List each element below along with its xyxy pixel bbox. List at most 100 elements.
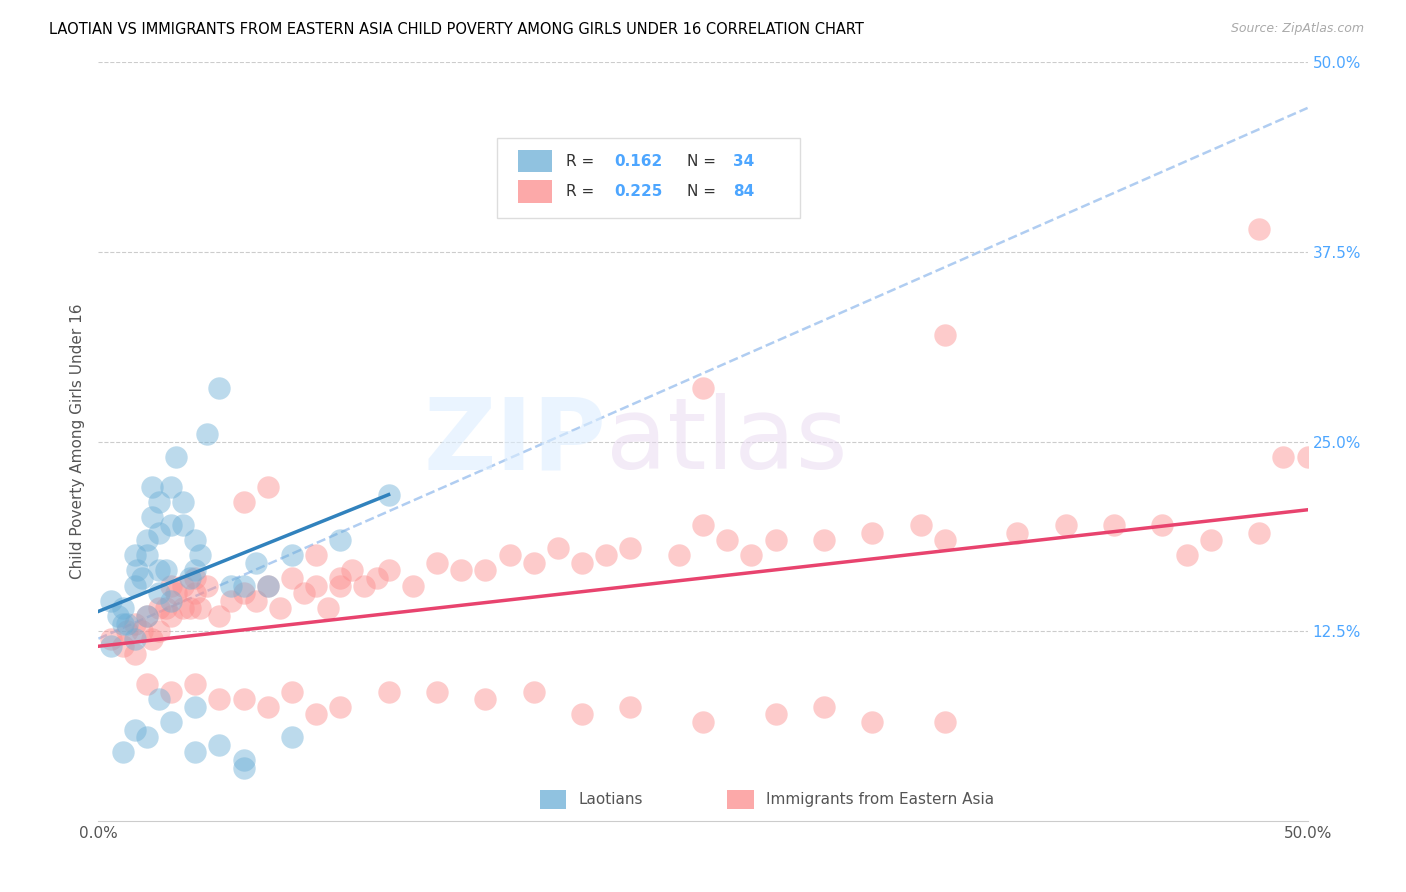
Point [269,601,291,615]
Point [107,608,129,623]
Point [117,624,139,639]
Point [934,328,956,343]
Point [160,579,183,593]
Text: Laotians: Laotians [578,792,643,807]
Point [232,586,254,600]
Point [523,556,546,570]
Point [155,564,177,578]
Text: 34: 34 [734,153,755,169]
Point [172,579,194,593]
Y-axis label: Child Poverty Among Girls Under 16: Child Poverty Among Girls Under 16 [69,304,84,579]
Point [1054,517,1077,532]
Point [188,601,211,615]
Point [353,579,375,593]
Point [165,450,187,464]
Point [160,480,183,494]
Point [450,564,472,578]
Point [111,616,134,631]
Text: N =: N = [688,184,721,199]
Point [135,677,157,691]
Text: R =: R = [567,153,599,169]
Point [184,586,207,600]
Bar [727,790,754,809]
Point [135,548,157,563]
Point [305,707,328,722]
Point [100,594,122,608]
Point [184,571,207,585]
Point [141,510,163,524]
Point [910,517,932,532]
Bar [517,150,553,172]
Point [1152,517,1174,532]
Point [281,730,304,744]
Bar [517,180,553,202]
Point [184,564,207,578]
Point [523,685,546,699]
Point [148,525,170,540]
Point [124,548,146,563]
Point [245,594,267,608]
Point [474,692,496,706]
Point [208,692,231,706]
Point [256,480,278,494]
Point [131,571,153,585]
Point [184,677,207,691]
Point [148,495,170,509]
Point [1249,222,1271,236]
Point [221,579,243,593]
Point [305,579,328,593]
FancyBboxPatch shape [498,138,800,218]
Point [571,707,593,722]
Point [160,608,183,623]
Point [195,579,218,593]
Point [135,608,157,623]
Point [860,525,883,540]
Point [619,541,641,555]
Point [148,564,170,578]
Point [366,571,388,585]
Point [135,730,157,744]
Point [316,601,339,615]
Point [740,548,762,563]
Point [124,632,146,646]
Point [245,556,267,570]
Text: N =: N = [688,153,721,169]
Point [1199,533,1222,548]
Point [100,632,122,646]
Point [692,382,714,396]
Point [172,601,194,615]
Point [342,564,364,578]
Text: atlas: atlas [606,393,848,490]
Point [184,699,207,714]
Point [232,579,254,593]
Bar [540,790,567,809]
Point [668,548,690,563]
Point [111,746,134,760]
Point [160,594,183,608]
Point [195,427,218,442]
Point [111,639,134,653]
Point [377,685,399,699]
Point [165,586,187,600]
Point [232,753,254,767]
Point [148,586,170,600]
Point [221,594,243,608]
Point [208,738,231,752]
Point [148,692,170,706]
Point [281,685,304,699]
Point [111,601,134,615]
Text: ZIP: ZIP [423,393,606,490]
Point [402,579,425,593]
Point [232,760,254,774]
Point [160,517,183,532]
Text: LAOTIAN VS IMMIGRANTS FROM EASTERN ASIA CHILD POVERTY AMONG GIRLS UNDER 16 CORRE: LAOTIAN VS IMMIGRANTS FROM EASTERN ASIA … [49,22,865,37]
Point [208,608,231,623]
Point [179,571,201,585]
Point [184,533,207,548]
Point [292,586,315,600]
Point [377,564,399,578]
Point [1175,548,1198,563]
Point [232,692,254,706]
Point [160,685,183,699]
Point [155,601,177,615]
